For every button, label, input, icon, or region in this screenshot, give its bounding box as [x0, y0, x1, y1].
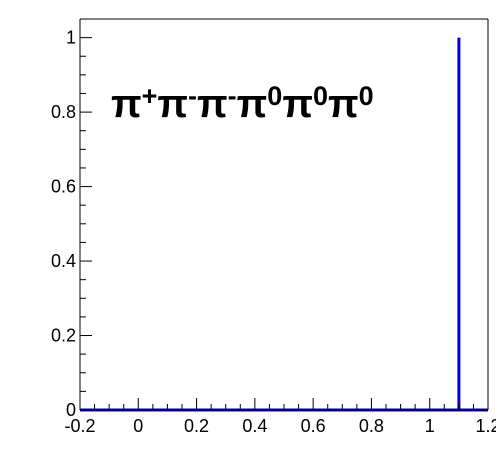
annotation-pi: π	[197, 82, 228, 126]
x-tick-label: 1	[425, 416, 435, 436]
plot-frame	[80, 18, 489, 410]
annotation-pi: π	[328, 82, 359, 126]
x-tick-label: -0.2	[64, 416, 95, 436]
x-tick-label: 0.6	[301, 416, 326, 436]
annotation-charge: +	[142, 81, 158, 111]
annotation-pi: π	[111, 82, 142, 126]
x-tick-label: 1.2	[475, 416, 496, 436]
y-tick-label: 0.8	[51, 102, 76, 122]
axis-layer: 00.20.40.60.81-0.2 0 0.2 0.4 0.6 0.8 1 1.2	[51, 18, 496, 436]
y-tick-label: 0.6	[51, 177, 76, 197]
annotation-charge: 0	[359, 81, 374, 111]
annotation-charge: 0	[313, 81, 328, 111]
y-tick-label: 0.4	[51, 251, 76, 271]
annotation-pi: π	[157, 82, 188, 126]
annotation-pi: π	[282, 82, 313, 126]
y-tick-label: 0.2	[51, 326, 76, 346]
annotation-pi: π	[237, 82, 268, 126]
x-tick-label: 0.2	[184, 416, 209, 436]
annotation-charge: 0	[267, 81, 282, 111]
decay-channel-label: π+π-π-π0π0π0	[111, 81, 374, 126]
y-tick-label: 0	[66, 400, 76, 420]
y-tick-label: 1	[66, 28, 76, 48]
annotation-charge: -	[188, 81, 197, 111]
x-tick-label: 0.4	[242, 416, 267, 436]
x-tick-label: 0	[133, 416, 143, 436]
annotation-charge: -	[228, 81, 237, 111]
x-tick-label: 0.8	[359, 416, 384, 436]
